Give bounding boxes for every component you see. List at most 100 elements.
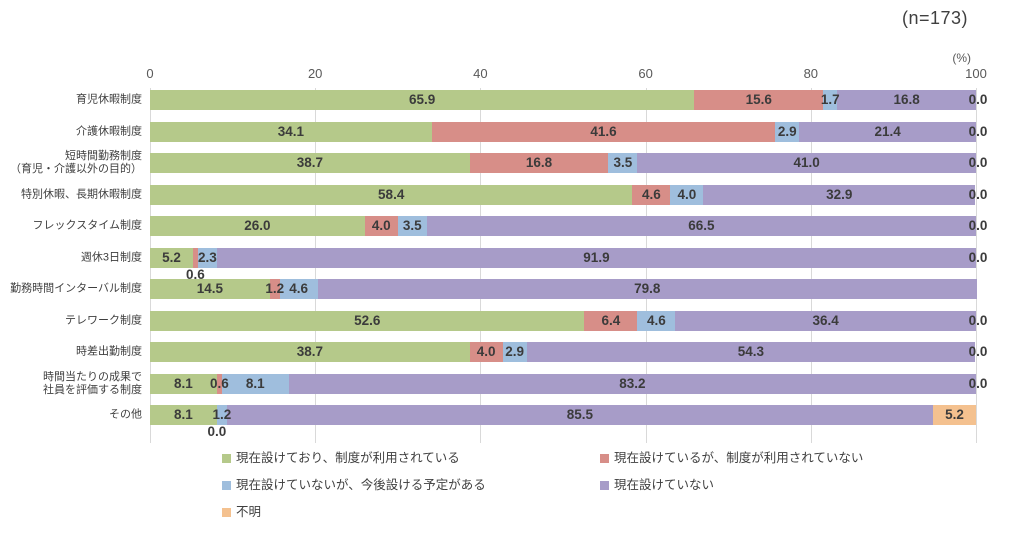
bar-row: 8.1 0.0 1.2 85.5 5.2 [150, 405, 976, 438]
category-label: 介護休暇制度 [76, 125, 142, 137]
gridline [976, 88, 977, 443]
category-label: テレワーク制度 [65, 314, 142, 326]
axis-tick-label: 80 [803, 66, 819, 81]
bar-row: 52.6 6.4 4.6 36.4 0.0 [150, 310, 987, 331]
segment-value-label: 0.0 [968, 344, 988, 359]
sample-size-note: (n=173) [901, 8, 968, 28]
plot-area: 65.9 15.6 1.7 16.8 0.0 34.1 41.6 2.9 21.4 0.0 38.7… [150, 88, 987, 443]
category-label: 時差出勤制度 [76, 345, 142, 358]
bar-segment [670, 184, 704, 205]
segment-value-label: 34.1 [277, 123, 304, 139]
bar-segment [526, 342, 976, 362]
bar-segment [150, 153, 470, 173]
bar-segment [288, 373, 976, 394]
category-label: 育児休暇制度 [76, 93, 142, 106]
percent-axis-unit: (%) [952, 51, 971, 65]
segment-value-label: 38.7 [296, 155, 323, 170]
bar-segment [192, 247, 198, 268]
segment-value-label: 6.4 [601, 312, 621, 328]
bar-segment [150, 184, 633, 205]
bar-segment [837, 90, 976, 110]
bar-segment [150, 279, 270, 299]
segment-value-label: 0.0 [968, 375, 988, 391]
category-label: フレックスタイム制度 [32, 219, 142, 232]
segment-value-label: 79.8 [634, 281, 661, 296]
segment-value-label: 3.5 [613, 155, 633, 170]
axis-tick-label: 0 [146, 66, 154, 81]
segment-value-label: 8.1 [174, 375, 193, 391]
legend-label: 現在設けているが、制度が利用されていない [614, 451, 864, 465]
segment-value-label: 0.0 [968, 155, 988, 170]
bar-segment [608, 153, 638, 173]
segment-value-label: 16.8 [893, 92, 920, 107]
bar-segment [150, 405, 217, 425]
bar-row: 38.7 16.8 3.5 41.0 0.0 [150, 153, 987, 173]
category-label: 特別休暇、長期休暇制度 [21, 188, 142, 200]
segment-value-label: 66.5 [688, 218, 715, 233]
segment-value-label: 85.5 [566, 407, 594, 422]
bar-segment [694, 90, 824, 110]
segment-value-label: 21.4 [874, 123, 901, 139]
segment-value-label: 65.9 [409, 92, 436, 107]
segment-value-label: 5.2 [945, 407, 964, 422]
bar-segment [397, 216, 427, 236]
bar-segment [150, 310, 585, 331]
segment-value-label: 58.4 [378, 186, 405, 202]
legend-item: 現在設けていない [600, 478, 714, 492]
category-label: 時間当たりの成果で 社員を評価する制度 [43, 370, 142, 396]
axis-tick-label: 20 [307, 66, 323, 81]
bar-segment [703, 184, 976, 205]
bar-row: 65.9 15.6 1.7 16.8 0.0 [150, 90, 987, 110]
legend-swatch-icon [222, 453, 231, 463]
bar-segment [502, 342, 527, 362]
segment-value-label: 38.7 [296, 344, 323, 359]
bar-segment [637, 153, 976, 173]
segment-value-label: 4.0 [677, 186, 697, 202]
bar-segment [150, 373, 217, 394]
bar-segment [317, 279, 977, 299]
bar-segment [584, 310, 638, 331]
bar-segment [775, 121, 800, 142]
bar-segment [216, 405, 227, 425]
bar-segment [364, 216, 398, 236]
legend-swatch-icon [600, 453, 609, 463]
bar-segment [469, 153, 609, 173]
legend-label: 現在設けていない [614, 478, 715, 492]
category-label: 勤務時間インターバル制度 [10, 282, 142, 295]
bar-segment [150, 121, 432, 142]
segment-value-label: 1.7 [820, 92, 840, 107]
segment-value-label: 0.0 [968, 218, 988, 233]
bar-segment [269, 279, 280, 299]
segment-value-label: 3.5 [402, 218, 422, 233]
segment-value-label: 1.2 [265, 281, 285, 296]
bar-segment [150, 216, 365, 236]
segment-value-label: 2.9 [505, 344, 525, 359]
axis-tick-label: 40 [473, 66, 488, 81]
segment-value-label: 15.6 [745, 92, 772, 107]
axis-tick-label: 60 [638, 66, 653, 81]
segment-value-label: 4.6 [289, 281, 309, 296]
bar-segment [221, 373, 289, 394]
legend-label: 現在設けており、制度が利用されている [236, 451, 460, 465]
category-axis: 育児休暇制度 介護休暇制度 短時間勤務制度 （育児・介護以外の目的） 特別休暇、長期休… [0, 0, 142, 533]
legend-item: 現在設けており、制度が利用されている [222, 451, 600, 465]
legend-row: 不明 [222, 505, 992, 519]
bar-segment [469, 342, 503, 362]
legend-swatch-icon [222, 507, 231, 517]
legend-swatch-icon [600, 480, 609, 490]
bar-row: 58.4 4.6 4.0 32.9 0.0 [150, 184, 987, 205]
legend-swatch-icon [222, 480, 231, 490]
segment-value-label: 0.0 [968, 312, 988, 328]
axis-tick-label: 100 [965, 66, 987, 81]
legend-item: 現在設けていないが、今後設ける予定がある [222, 478, 600, 492]
segment-value-label: 36.4 [812, 312, 839, 328]
legend-item: 現在設けているが、制度が利用されていない [600, 451, 863, 465]
bar-row: 26.0 4.0 3.5 66.5 0.0 [150, 216, 987, 236]
bar-segment [216, 373, 222, 394]
segment-value-label: 52.6 [354, 312, 381, 328]
segment-value-label: 0.0 [968, 186, 988, 202]
bar-segment [226, 405, 934, 425]
segment-value-label: 4.6 [646, 312, 666, 328]
segment-value-label: 14.5 [196, 281, 224, 296]
